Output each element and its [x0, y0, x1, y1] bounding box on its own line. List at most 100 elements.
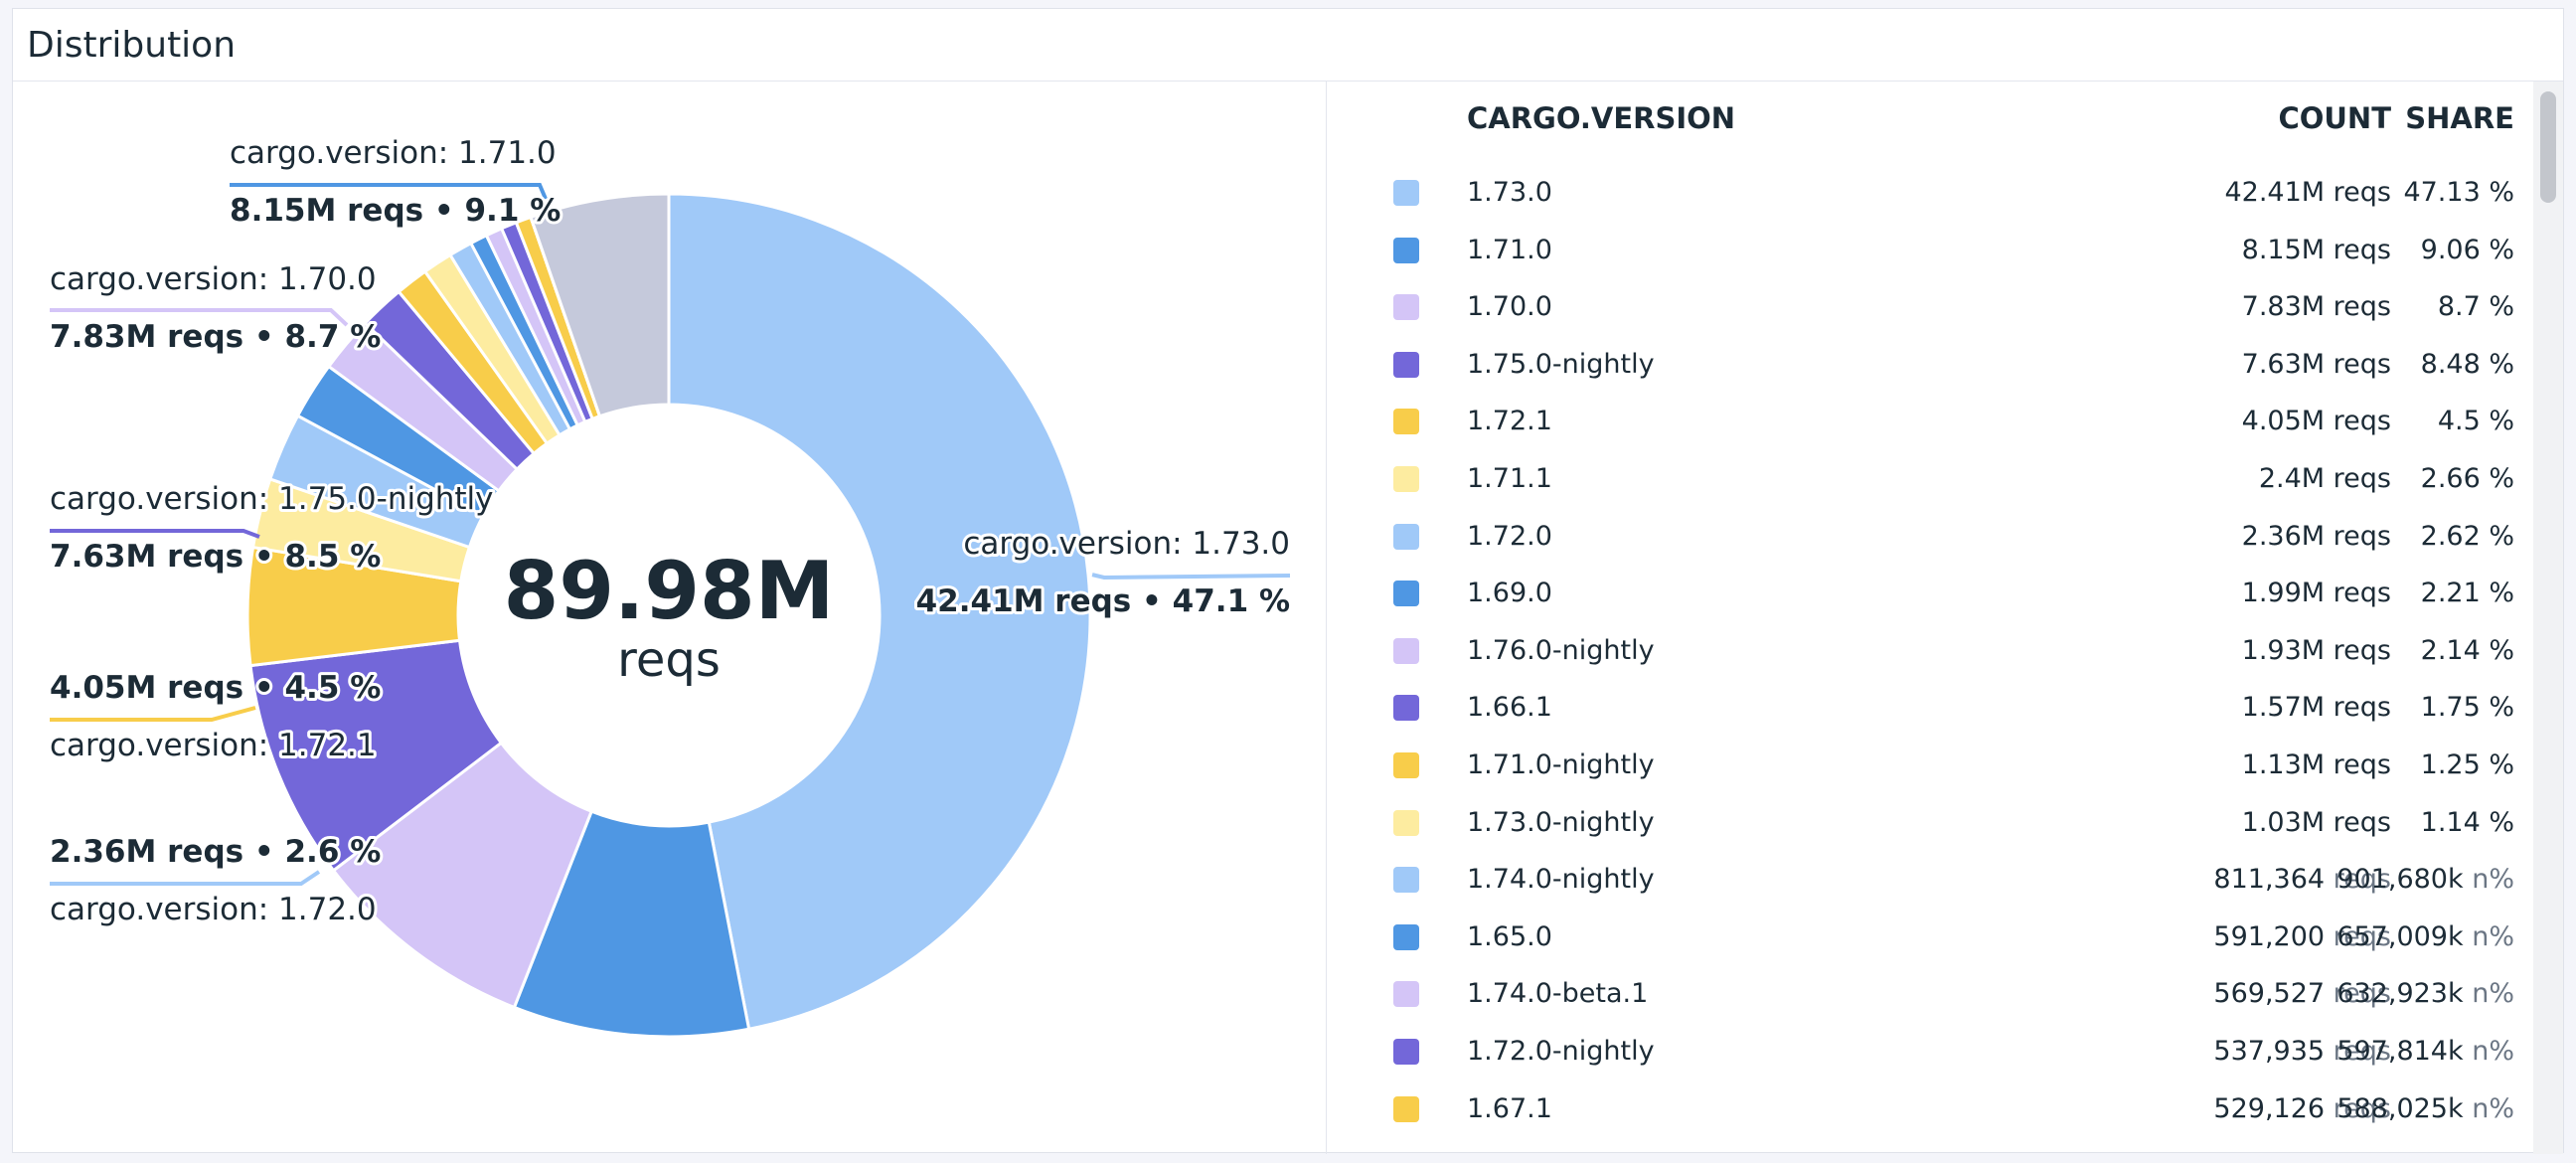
legend-share: 1.25 %	[2420, 748, 2514, 780]
legend-share: 2.66 %	[2420, 462, 2514, 494]
legend-share: 588,025k n%	[2336, 1092, 2514, 1124]
donut-slices	[245, 192, 1092, 1039]
donut-slice[interactable]	[529, 192, 671, 418]
legend-version: 1.73.0	[1467, 177, 1552, 208]
callout-leader-line	[50, 529, 260, 539]
callout-leader-line	[230, 183, 548, 200]
callout-leader-line	[50, 308, 349, 327]
callout-label-value: 4.05M reqs • 4.5 %	[50, 670, 381, 706]
column-header-share[interactable]: SHARE	[2405, 101, 2514, 135]
legend-version: 1.72.0	[1467, 520, 1552, 552]
legend-version: 1.73.0-nightly	[1467, 806, 1655, 838]
column-header-version[interactable]: CARGO.VERSION	[1467, 101, 1736, 135]
legend-row[interactable]: 1.71.0 8.15M reqs 9.06 %	[1327, 225, 2563, 282]
legend-count: 2.36M reqs	[2241, 520, 2391, 552]
legend-share: 1.14 %	[2420, 806, 2514, 838]
legend-row[interactable]: 1.73.0-nightly 1.03M reqs 1.14 %	[1327, 797, 2563, 855]
legend-swatch	[1393, 581, 1419, 607]
legend-share: 47.13 %	[2403, 177, 2514, 208]
legend-swatch	[1393, 465, 1419, 492]
legend-share: 4.5 %	[2437, 406, 2514, 437]
legend-share: 657,009k n%	[2336, 920, 2514, 952]
center-total-unit: reqs	[617, 632, 721, 688]
legend-swatch	[1393, 751, 1419, 778]
legend-row[interactable]: 1.70.0 7.83M reqs 8.7 %	[1327, 281, 2563, 339]
legend-count: 2.4M reqs	[2258, 462, 2391, 494]
legend-swatch	[1393, 351, 1419, 378]
legend-version: 1.76.0-nightly	[1467, 634, 1655, 666]
legend-count: 42.41M reqs	[2224, 177, 2391, 208]
legend-version: 1.71.1	[1467, 462, 1552, 494]
legend-count: 529,126 reqs	[2213, 1092, 2391, 1124]
legend-count: 811,364 reqs	[2213, 864, 2391, 896]
column-header-count[interactable]: COUNT	[2278, 101, 2391, 135]
legend-swatch	[1393, 695, 1419, 722]
legend-row[interactable]: 1.71.0-nightly 1.13M reqs 1.25 %	[1327, 740, 2563, 797]
legend-count: 1.13M reqs	[2241, 748, 2391, 780]
legend-version: 1.65.0	[1467, 920, 1552, 952]
callout-label-value: 7.83M reqs • 8.7 %	[50, 319, 381, 355]
legend-row[interactable]: 1.65.0 591,200 reqs 657,009k n%	[1327, 912, 2563, 969]
legend-table: CARGO.VERSION COUNT SHARE 1.73.0 42.41M r…	[1327, 82, 2563, 1154]
callout-label-name: cargo.version: 1.70.0	[50, 261, 377, 297]
legend-swatch	[1393, 294, 1419, 321]
legend-row[interactable]: 1.71.1 2.4M reqs 2.66 %	[1327, 453, 2563, 511]
legend-row[interactable]: 1.75.0-nightly 7.63M reqs 8.48 %	[1327, 339, 2563, 397]
legend-row[interactable]: 1.72.0 2.36M reqs 2.62 %	[1327, 511, 2563, 569]
callout-leader-line	[1091, 573, 1291, 581]
legend-swatch	[1393, 1038, 1419, 1065]
callout-leader-line	[50, 706, 256, 722]
callout-label-value: 7.63M reqs • 8.5 %	[50, 539, 381, 575]
legend-row[interactable]: 1.74.0-beta.1 569,527 reqs 632,923k n%	[1327, 968, 2563, 1026]
legend-swatch	[1393, 237, 1419, 263]
donut-slice[interactable]	[667, 192, 1092, 1032]
callout-label-value: 42.41M reqs • 47.1 %	[916, 583, 1290, 619]
legend-version: 1.75.0-nightly	[1467, 348, 1655, 380]
legend-row[interactable]: 1.69.0 1.99M reqs 2.21 %	[1327, 568, 2563, 625]
legend-row[interactable]: 1.76.0-nightly 1.93M reqs 2.14 %	[1327, 625, 2563, 683]
callout-label-name: cargo.version: 1.72.1	[50, 728, 377, 763]
legend-count: 1.03M reqs	[2241, 806, 2391, 838]
legend-version: 1.71.0-nightly	[1467, 748, 1655, 780]
distribution-panel: Distribution cargo.version: 1.71.0 8.15M …	[12, 8, 2564, 1154]
legend-count: 569,527 reqs	[2213, 978, 2391, 1010]
legend-scrollbar-thumb[interactable]	[2540, 91, 2556, 203]
legend-count: 1.99M reqs	[2241, 578, 2391, 609]
legend-count: 1.93M reqs	[2241, 634, 2391, 666]
legend-share: 632,923k n%	[2336, 978, 2514, 1010]
legend-row[interactable]: 1.72.1 4.05M reqs 4.5 %	[1327, 396, 2563, 453]
legend-swatch	[1393, 409, 1419, 435]
legend-share: 2.21 %	[2420, 578, 2514, 609]
legend-version: 1.74.0-nightly	[1467, 864, 1655, 896]
legend-count: 8.15M reqs	[2241, 234, 2391, 265]
legend-swatch	[1393, 867, 1419, 894]
legend-version: 1.66.1	[1467, 692, 1552, 724]
callout-label-name: cargo.version: 1.75.0-nightly	[50, 481, 494, 517]
callout-label-name: cargo.version: 1.73.0	[963, 526, 1290, 562]
legend-share: 8.7 %	[2437, 291, 2514, 323]
legend-share: 597,814k n%	[2336, 1035, 2514, 1067]
legend-share: 2.14 %	[2420, 634, 2514, 666]
legend-swatch	[1393, 1095, 1419, 1122]
donut-chart: cargo.version: 1.71.0 8.15M reqs • 9.1 % c…	[47, 132, 1293, 1039]
legend-version: 1.71.0	[1467, 234, 1552, 265]
legend-row[interactable]: 1.73.0 42.41M reqs 47.13 %	[1327, 167, 2563, 225]
legend-rows: 1.73.0 42.41M reqs 47.13 % 1.71.0 8.15M reqs…	[1327, 167, 2563, 1140]
legend-row[interactable]: 1.74.0-nightly 811,364 reqs 901,680k n%	[1327, 854, 2563, 912]
legend-share: 1.75 %	[2420, 692, 2514, 724]
center-total-value: 89.98M	[504, 545, 835, 637]
legend-version: 1.72.0-nightly	[1467, 1035, 1655, 1067]
legend-count: 537,935 reqs	[2213, 1035, 2391, 1067]
legend-version: 1.70.0	[1467, 291, 1552, 323]
legend-count: 7.83M reqs	[2241, 291, 2391, 323]
legend-row[interactable]: 1.67.1 529,126 reqs 588,025k n%	[1327, 1083, 2563, 1141]
legend-row[interactable]: 1.66.1 1.57M reqs 1.75 %	[1327, 682, 2563, 740]
callout-label-name: cargo.version: 1.72.0	[50, 892, 377, 927]
legend-row[interactable]: 1.72.0-nightly 537,935 reqs 597,814k n%	[1327, 1026, 2563, 1083]
legend-version: 1.72.1	[1467, 406, 1552, 437]
legend-header-row: CARGO.VERSION COUNT SHARE	[1327, 101, 2563, 141]
legend-scrollbar[interactable]	[2533, 82, 2563, 1154]
donut-slice[interactable]	[512, 809, 751, 1039]
legend-swatch	[1393, 523, 1419, 550]
legend-share: 8.48 %	[2420, 348, 2514, 380]
